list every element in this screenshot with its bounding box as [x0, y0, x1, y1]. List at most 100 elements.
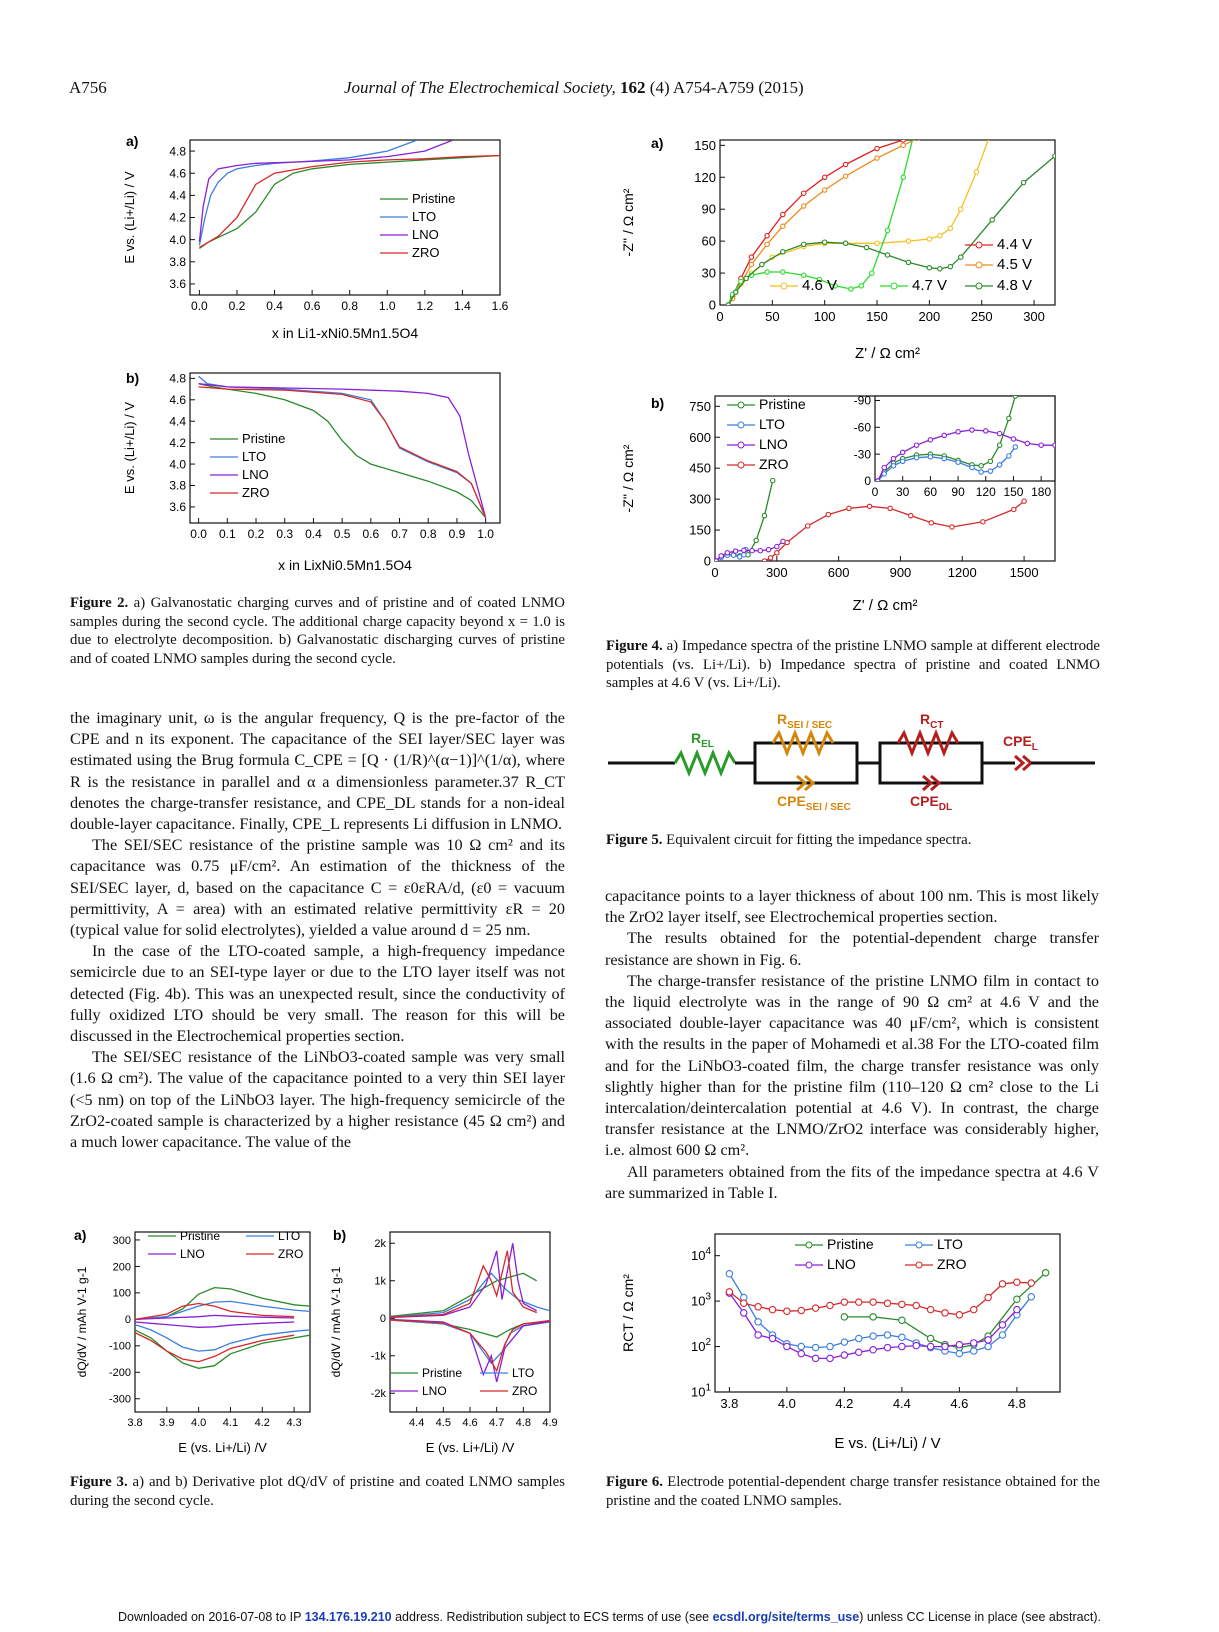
y-tick-label: 4.0: [169, 457, 186, 471]
x-tick-label: 4.8: [1008, 1396, 1026, 1411]
footer-terms-link[interactable]: ecsdl.org/site/terms_use: [712, 1610, 860, 1624]
legend-label: ZRO: [512, 1384, 537, 1398]
data-point: [881, 471, 887, 477]
series-line: [135, 1321, 295, 1328]
legend-marker: [737, 441, 745, 449]
label-cpel: CPEL: [1003, 733, 1038, 753]
data-point: [900, 174, 906, 181]
footer-ip-link[interactable]: 134.176.19.210: [304, 1610, 392, 1624]
x-tick-label: 4.4: [409, 1417, 424, 1429]
data-point: [741, 547, 747, 554]
data-point: [855, 1348, 863, 1356]
x-tick-label: 0.9: [449, 527, 466, 541]
x-tick-label: 0.8: [420, 527, 437, 541]
x-tick-label: 4.0: [191, 1417, 206, 1429]
data-point: [884, 252, 891, 258]
data-point: [840, 1298, 849, 1306]
y-tick-label: 4.6: [169, 393, 186, 407]
figure-5-caption: Figure 5. Equivalent circuit for fitting…: [606, 831, 1100, 850]
figure-6-text: Electrode potential-dependent charge tra…: [606, 1474, 1100, 1509]
y-tick-label: 4.8: [169, 372, 186, 386]
x-tick-label: 0.5: [334, 527, 351, 541]
page-number: A756: [69, 78, 107, 97]
x-tick-label: 900: [890, 565, 912, 580]
data-point: [912, 1341, 920, 1350]
data-point: [874, 145, 880, 152]
y-tick-label: 120: [694, 170, 716, 185]
data-point: [947, 263, 954, 270]
data-point: [797, 1306, 806, 1315]
x-axis-label: Z' / Ω cm²: [855, 345, 920, 362]
data-point: [754, 1318, 762, 1326]
y-tick-label: 3.8: [169, 255, 186, 269]
data-point: [725, 1288, 734, 1296]
series-line: [198, 383, 487, 519]
y-tick-label: 4.4: [169, 189, 186, 203]
x-tick-label: 0: [711, 565, 718, 580]
data-point: [926, 1305, 935, 1314]
legend-label: ZRO: [412, 245, 439, 260]
data-point: [869, 270, 875, 276]
data-point: [801, 241, 807, 248]
figure-2: a) 0.0 0.2 0.4 0.6 0.8 1.0 1.2 1.4 1.6 3.6 3.8 4.0 4.…: [122, 133, 509, 573]
legend-label: Pristine: [180, 1229, 220, 1243]
y-tick-label: -2k: [371, 1388, 387, 1400]
series-line: [198, 383, 487, 518]
body-right-p1: capacitance points to a layer thickness …: [605, 887, 1099, 927]
figure-2a-plot: a) 0.0 0.2 0.4 0.6 0.8 1.0 1.2 1.4 1.6 3.6 3.8 4.0 4.…: [122, 133, 509, 341]
data-point: [958, 206, 964, 212]
data-point: [941, 1342, 949, 1351]
y-axis-label: -Z'' / Ω cm²: [620, 188, 636, 256]
data-point: [797, 1349, 806, 1358]
x-tick-label: 1.0: [379, 299, 396, 313]
data-point: [840, 1351, 849, 1359]
data-point: [1013, 1278, 1021, 1287]
y-tick-label: 0: [125, 1314, 131, 1326]
x-tick-label: 4.2: [835, 1396, 853, 1411]
data-point: [937, 233, 943, 239]
data-point: [987, 468, 994, 474]
data-point: [754, 1303, 762, 1311]
data-point: [759, 261, 765, 268]
legend-marker: [805, 1241, 813, 1249]
data-point: [969, 464, 975, 471]
data-point: [1006, 415, 1012, 422]
data-point: [846, 505, 852, 512]
data-point: [740, 1299, 748, 1307]
y-tick-label: 30: [702, 266, 716, 281]
data-point: [1052, 442, 1055, 448]
x-tick-label: 1.0: [477, 527, 494, 541]
y-tick-label: 3.8: [169, 479, 186, 493]
series-line: [728, 1281, 1032, 1316]
data-point: [926, 236, 933, 242]
series-line: [390, 1250, 537, 1318]
legend-marker: [737, 401, 745, 409]
journal-volume: 162: [620, 78, 646, 97]
data-point: [780, 211, 786, 218]
series-line: [390, 1272, 550, 1318]
data-point: [998, 1280, 1007, 1288]
y-axis-label: E vs. (Li+/Li) / V: [122, 171, 137, 263]
series-line: [715, 540, 784, 561]
data-point: [740, 1309, 748, 1317]
data-point: [969, 1305, 978, 1314]
footer-text: Downloaded on 2016-07-08 to IP: [118, 1610, 305, 1624]
y-tick-label: 150: [694, 138, 716, 153]
cpe-dl-symbol: [922, 774, 942, 792]
figure-5-text: Equivalent circuit for fitting the imped…: [666, 832, 972, 848]
footer-text-end: ) unless CC License in place (see abstra…: [859, 1610, 1101, 1624]
data-point: [725, 302, 732, 305]
data-point: [1041, 1269, 1050, 1277]
journal-issue-pages: (4) A754-A759 (2015): [649, 78, 804, 97]
data-point: [869, 1332, 877, 1340]
x-tick-label: 1500: [1010, 565, 1039, 580]
figure-2-label: Figure 2.: [70, 595, 129, 611]
y-tick-label: 3.6: [169, 277, 186, 291]
y-tick-label: 101: [691, 1383, 711, 1400]
data-point: [980, 519, 986, 525]
x-tick-label: 180: [1031, 485, 1051, 499]
x-tick-label: 600: [828, 565, 850, 580]
label-rct: RCT: [920, 711, 943, 731]
label-cpedl: CPEDL: [910, 793, 952, 813]
